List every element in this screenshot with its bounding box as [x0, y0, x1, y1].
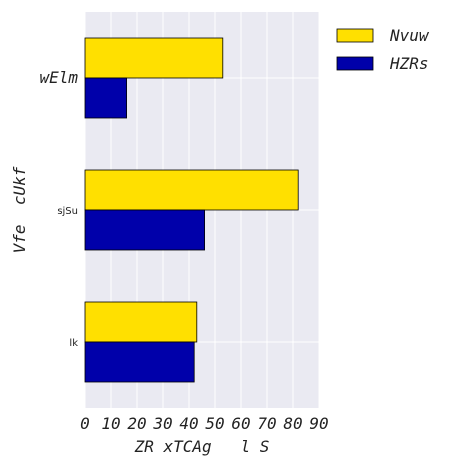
- y-tick-labels: wElm sjSu lk: [39, 68, 78, 349]
- x-tick-label: 10: [101, 414, 120, 433]
- legend-swatch-hzrs: [336, 56, 374, 71]
- y-axis-label: Vfe cUkf: [10, 166, 29, 253]
- x-tick-label: 80: [283, 414, 302, 433]
- bar-nvuw-welm: [84, 37, 224, 79]
- bar-nvuw-sjsu: [84, 169, 299, 211]
- x-tick-label: 30: [152, 414, 172, 433]
- y-tick-label: wElm: [39, 68, 78, 87]
- x-tick-label: 50: [205, 414, 224, 433]
- bar-nvuw-lk: [84, 301, 198, 343]
- x-axis-label: ZR xTCAg l S: [134, 437, 270, 456]
- legend: Nvuw HZRs: [336, 26, 430, 73]
- bar-hzrs-lk: [84, 341, 195, 383]
- legend-label-nvuw: Nvuw: [389, 26, 430, 45]
- x-tick-label: 0: [80, 414, 90, 433]
- y-tick-label: sjSu: [57, 206, 78, 217]
- legend-label-hzrs: HZRs: [389, 54, 429, 73]
- x-tick-labels: 0 10 20 30 40 50 60 70 80 90: [80, 414, 328, 433]
- legend-swatch-nvuw: [336, 28, 374, 43]
- x-tick-label: 90: [309, 414, 328, 433]
- x-tick-label: 20: [127, 414, 146, 433]
- bars: [84, 37, 299, 383]
- x-tick-label: 60: [231, 414, 250, 433]
- y-tick-label: lk: [69, 338, 78, 349]
- x-tick-label: 70: [257, 414, 276, 433]
- bar-hzrs-welm: [84, 77, 127, 119]
- x-tick-label: 40: [179, 414, 198, 433]
- bar-hzrs-sjsu: [84, 209, 205, 251]
